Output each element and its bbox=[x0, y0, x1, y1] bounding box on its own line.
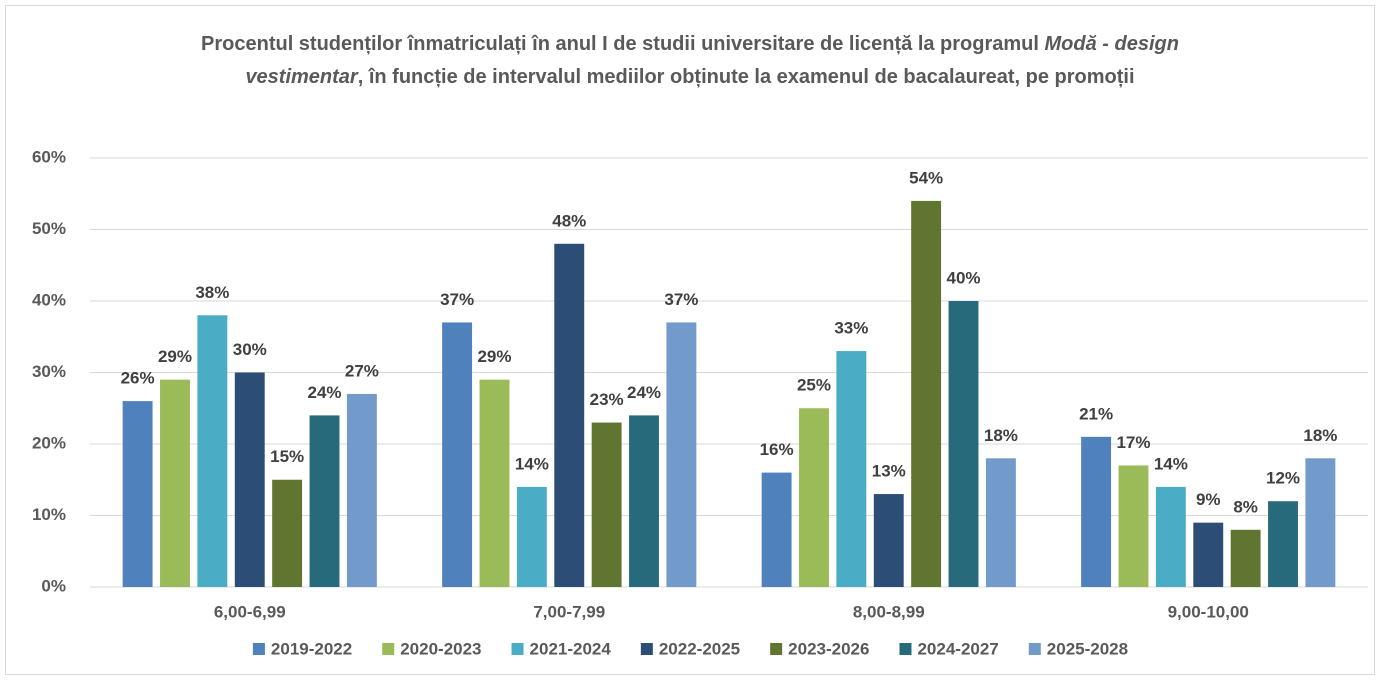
value-label: 33% bbox=[834, 319, 868, 338]
value-label: 26% bbox=[121, 369, 155, 388]
value-label: 30% bbox=[233, 340, 267, 359]
chart-border bbox=[5, 5, 1375, 675]
bar bbox=[873, 494, 904, 587]
title-part: , în funcție de intervalul mediilor obți… bbox=[357, 66, 1135, 88]
y-tick-label: 60% bbox=[32, 147, 66, 166]
legend-label: 2019-2022 bbox=[271, 639, 352, 658]
value-label: 37% bbox=[440, 290, 474, 309]
legend-label: 2020-2023 bbox=[400, 639, 481, 658]
legend-swatch bbox=[382, 643, 395, 655]
bar bbox=[234, 372, 265, 587]
legend-swatch bbox=[640, 643, 653, 655]
legend-label: 2021-2024 bbox=[530, 639, 612, 658]
value-label: 23% bbox=[590, 390, 624, 409]
value-label: 25% bbox=[797, 376, 831, 395]
value-label: 38% bbox=[195, 283, 229, 302]
bar bbox=[666, 322, 697, 587]
y-tick-label: 30% bbox=[32, 362, 66, 381]
value-label: 24% bbox=[307, 383, 341, 402]
legend-item: 2023-2026 bbox=[770, 639, 869, 658]
x-tick-label: 7,00-7,99 bbox=[533, 602, 605, 621]
y-tick-label: 50% bbox=[32, 219, 66, 238]
value-label: 18% bbox=[984, 426, 1018, 445]
y-tick-label: 10% bbox=[32, 505, 66, 524]
value-label: 17% bbox=[1116, 433, 1150, 452]
x-tick-label: 9,00-10,00 bbox=[1168, 602, 1249, 621]
legend-label: 2023-2026 bbox=[788, 639, 869, 658]
title-part: Procentul studenților înmatriculați în a… bbox=[201, 33, 1045, 55]
value-label: 21% bbox=[1079, 404, 1113, 423]
legend-swatch bbox=[511, 643, 524, 655]
bar bbox=[985, 458, 1016, 587]
bar bbox=[1230, 529, 1261, 587]
legend-item: 2019-2022 bbox=[252, 639, 352, 658]
value-label: 27% bbox=[345, 361, 379, 380]
bar bbox=[1193, 522, 1224, 587]
legend-item: 2022-2025 bbox=[640, 639, 740, 658]
chart-title: Procentul studenților înmatriculați în a… bbox=[140, 28, 1240, 94]
bar bbox=[160, 379, 190, 587]
value-label: 48% bbox=[552, 211, 586, 230]
value-label: 8% bbox=[1233, 497, 1258, 516]
bar bbox=[799, 408, 829, 587]
value-label: 12% bbox=[1266, 469, 1300, 488]
bar bbox=[911, 200, 942, 587]
legend-swatch bbox=[252, 643, 265, 655]
value-label: 18% bbox=[1303, 426, 1337, 445]
legend-label: 2022-2025 bbox=[659, 639, 740, 658]
bar bbox=[1268, 501, 1298, 587]
value-label: 15% bbox=[270, 447, 304, 466]
value-label: 37% bbox=[664, 290, 698, 309]
legend-item: 2020-2023 bbox=[382, 639, 482, 658]
x-tick-label: 8,00-8,99 bbox=[853, 602, 925, 621]
value-label: 14% bbox=[515, 454, 549, 473]
value-label: 40% bbox=[946, 268, 980, 287]
bar bbox=[1305, 458, 1336, 587]
bar bbox=[442, 322, 473, 587]
value-label: 54% bbox=[909, 168, 943, 187]
value-label: 13% bbox=[872, 462, 906, 481]
y-tick-label: 0% bbox=[41, 576, 66, 595]
legend-swatch bbox=[1028, 643, 1041, 655]
y-tick-label: 20% bbox=[32, 433, 66, 452]
bar bbox=[309, 415, 340, 587]
legend-label: 2024-2027 bbox=[917, 639, 998, 658]
bar bbox=[1081, 436, 1112, 587]
value-label: 9% bbox=[1196, 490, 1221, 509]
value-label: 24% bbox=[627, 383, 661, 402]
y-tick-label: 40% bbox=[32, 290, 66, 309]
legend-swatch bbox=[770, 643, 783, 655]
title-part: Modă - design vestimentar bbox=[245, 33, 1179, 88]
bar bbox=[197, 315, 228, 587]
legend-item: 2025-2028 bbox=[1028, 639, 1128, 658]
legend-swatch bbox=[899, 643, 912, 655]
value-label: 14% bbox=[1154, 454, 1188, 473]
value-label: 29% bbox=[477, 347, 511, 366]
bar bbox=[629, 415, 659, 587]
bar bbox=[272, 479, 303, 587]
bar bbox=[554, 243, 585, 588]
bar bbox=[836, 351, 867, 587]
legend-item: 2024-2027 bbox=[899, 639, 999, 658]
bar bbox=[948, 301, 979, 587]
bar bbox=[346, 393, 377, 587]
x-tick-label: 6,00-6,99 bbox=[214, 602, 286, 621]
legend-item: 2021-2024 bbox=[511, 639, 612, 658]
legend-label: 2025-2028 bbox=[1047, 639, 1128, 658]
bar bbox=[1118, 465, 1149, 587]
bar bbox=[479, 379, 510, 587]
value-label: 29% bbox=[158, 347, 192, 366]
bar bbox=[591, 422, 622, 587]
value-label: 16% bbox=[760, 440, 794, 459]
bar bbox=[516, 486, 547, 587]
bar bbox=[122, 401, 153, 587]
bar bbox=[761, 472, 792, 587]
bar bbox=[1155, 486, 1186, 587]
